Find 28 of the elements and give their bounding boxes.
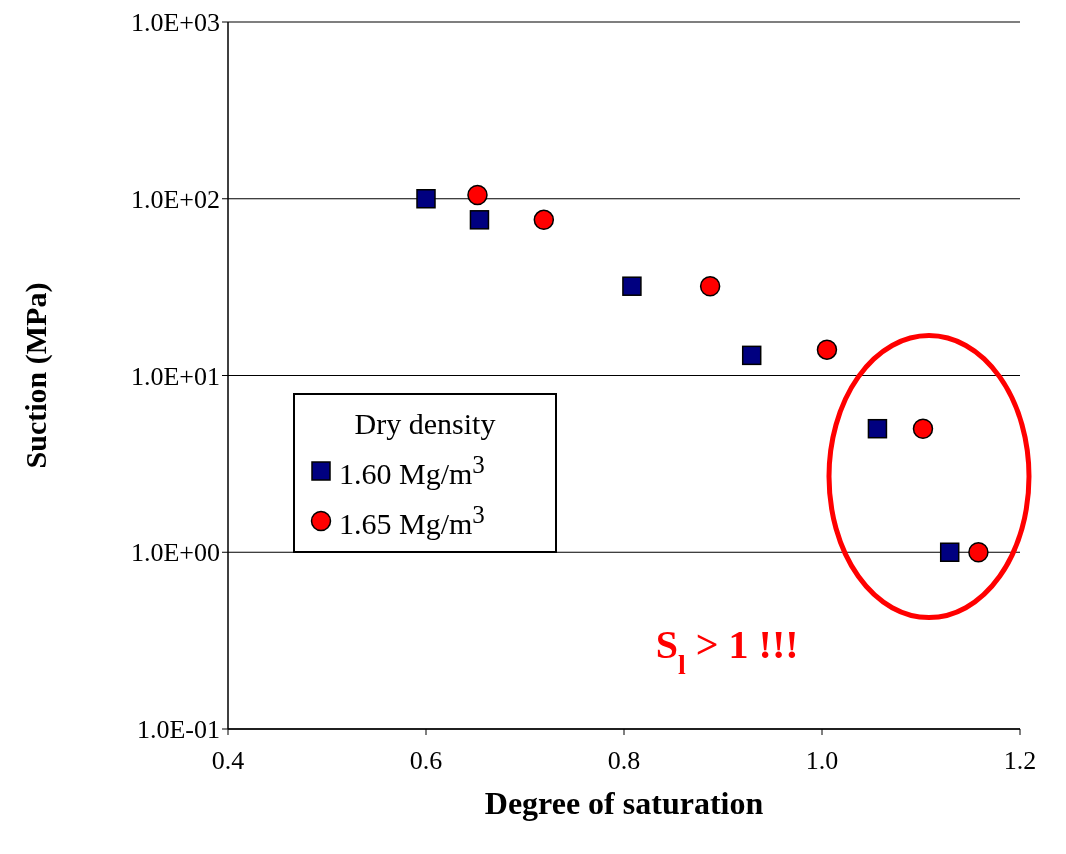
point bbox=[968, 542, 989, 563]
legend-title: Dry density bbox=[353, 407, 497, 441]
x-tick-label: 1.2 bbox=[1003, 746, 1037, 776]
point bbox=[533, 209, 555, 231]
point bbox=[622, 276, 642, 296]
x-tick-label: 0.4 bbox=[211, 746, 245, 776]
x-tick-label: 0.6 bbox=[409, 746, 443, 776]
point bbox=[699, 275, 721, 297]
y-axis-title: Suction (MPa) bbox=[19, 282, 53, 469]
point bbox=[816, 339, 838, 360]
legend-label: 1.65 Mg/m$^{3}$ bbox=[339, 501, 485, 541]
y-tick-label: 1.0E-01 bbox=[136, 715, 220, 745]
legend-label: 1.60 Mg/m$^{3}$ bbox=[339, 451, 485, 491]
x-axis-title: Degree of saturation bbox=[484, 785, 764, 821]
point bbox=[912, 418, 934, 439]
annotation: S$_{l}$ > 1 !!! bbox=[655, 622, 799, 680]
point bbox=[867, 418, 888, 439]
point bbox=[416, 189, 436, 209]
y-tick-label: 1.0E+03 bbox=[130, 8, 220, 38]
point bbox=[939, 542, 960, 562]
x-tick-label: 0.8 bbox=[607, 746, 641, 776]
point bbox=[741, 345, 762, 366]
point bbox=[469, 210, 490, 230]
y-tick-label: 1.0E+01 bbox=[130, 361, 220, 391]
point bbox=[467, 184, 488, 206]
y-tick-label: 1.0E+00 bbox=[130, 538, 220, 568]
x-tick-label: 1.0 bbox=[805, 746, 839, 776]
y-tick-label: 1.0E+02 bbox=[130, 184, 220, 214]
